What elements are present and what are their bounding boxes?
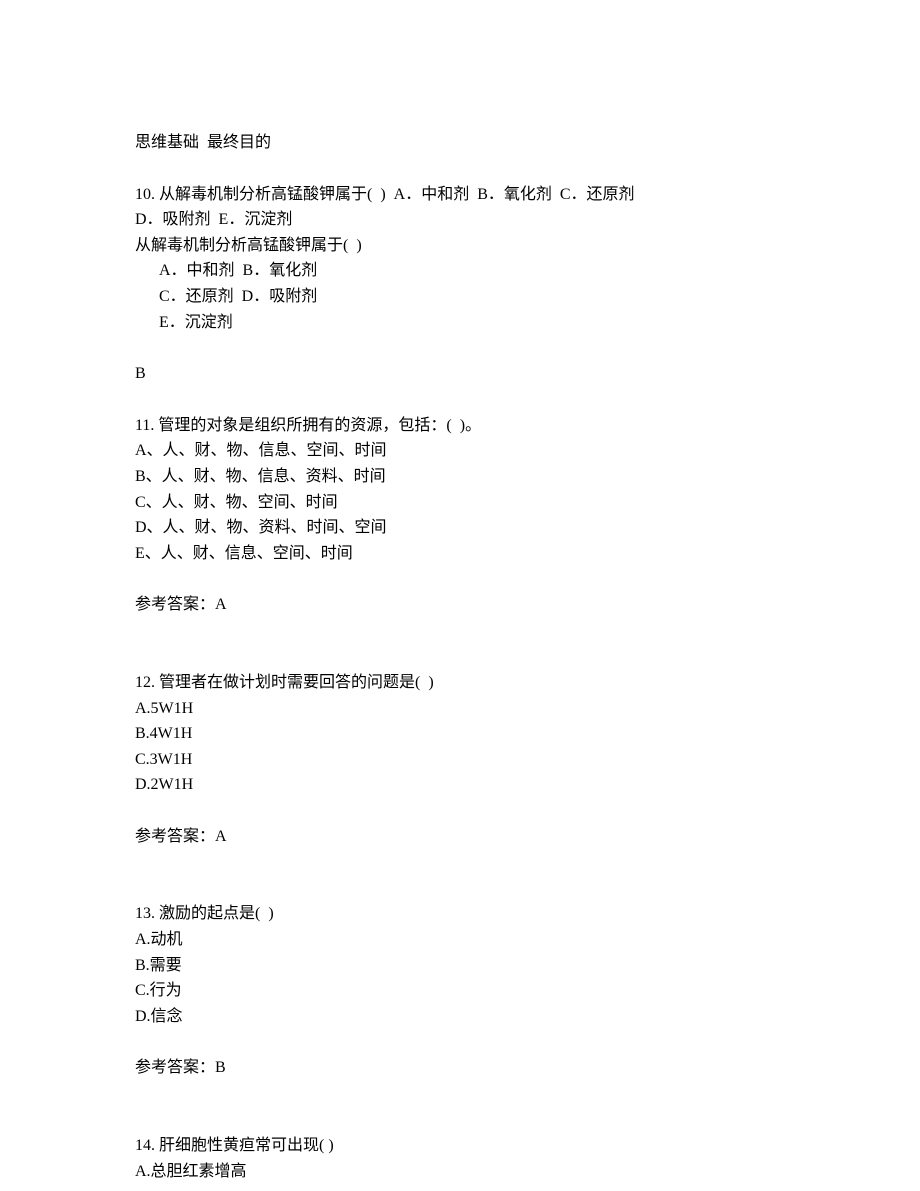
q12-option-d: D.2W1H <box>135 772 785 798</box>
q13-option-a: A.动机 <box>135 927 785 953</box>
q13-answer: 参考答案：B <box>135 1055 785 1081</box>
question-12: 12. 管理者在做计划时需要回答的问题是( ) A.5W1H B.4W1H C.… <box>135 670 785 798</box>
q14-stem: 14. 肝细胞性黄疸常可出现( ) <box>135 1133 785 1159</box>
q12-answer: 参考答案：A <box>135 824 785 850</box>
q10-option-e: E．沉淀剂 <box>135 310 785 336</box>
q12-stem: 12. 管理者在做计划时需要回答的问题是( ) <box>135 670 785 696</box>
q11-option-d: D、人、财、物、资料、时间、空间 <box>135 515 785 541</box>
q13-stem: 13. 激励的起点是( ) <box>135 901 785 927</box>
question-10: 10. 从解毒机制分析高锰酸钾属于( ) A．中和剂 B．氧化剂 C．还原剂 D… <box>135 182 785 336</box>
q11-option-c: C、人、财、物、空间、时间 <box>135 490 785 516</box>
q10-line2: D．吸附剂 E．沉淀剂 <box>135 207 785 233</box>
q12-option-a: A.5W1H <box>135 696 785 722</box>
q10-option-ab: A．中和剂 B．氧化剂 <box>135 258 785 284</box>
q10-answer: B <box>135 361 785 387</box>
q10-line1: 10. 从解毒机制分析高锰酸钾属于( ) A．中和剂 B．氧化剂 C．还原剂 <box>135 182 785 208</box>
q11-option-a: A、人、财、物、信息、空间、时间 <box>135 438 785 464</box>
q12-option-b: B.4W1H <box>135 721 785 747</box>
q12-option-c: C.3W1H <box>135 747 785 773</box>
header-text: 思维基础 最终目的 <box>135 130 785 156</box>
q11-answer: 参考答案：A <box>135 592 785 618</box>
q14-option-a: A.总胆红素增高 <box>135 1159 785 1185</box>
q11-option-b: B、人、财、物、信息、资料、时间 <box>135 464 785 490</box>
question-11: 11. 管理的对象是组织所拥有的资源，包括：( )。 A、人、财、物、信息、空间… <box>135 413 785 567</box>
q11-stem: 11. 管理的对象是组织所拥有的资源，包括：( )。 <box>135 413 785 439</box>
q13-option-c: C.行为 <box>135 978 785 1004</box>
q10-stem: 从解毒机制分析高锰酸钾属于( ) <box>135 233 785 259</box>
q10-answer-block: B <box>135 361 785 387</box>
q10-option-cd: C．还原剂 D．吸附剂 <box>135 284 785 310</box>
q12-answer-block: 参考答案：A <box>135 824 785 850</box>
q11-option-e: E、人、财、信息、空间、时间 <box>135 541 785 567</box>
header-block: 思维基础 最终目的 <box>135 130 785 156</box>
q13-answer-block: 参考答案：B <box>135 1055 785 1081</box>
question-14: 14. 肝细胞性黄疸常可出现( ) A.总胆红素增高 <box>135 1133 785 1184</box>
q11-answer-block: 参考答案：A <box>135 592 785 618</box>
q13-option-b: B.需要 <box>135 953 785 979</box>
question-13: 13. 激励的起点是( ) A.动机 B.需要 C.行为 D.信念 <box>135 901 785 1029</box>
q13-option-d: D.信念 <box>135 1004 785 1030</box>
